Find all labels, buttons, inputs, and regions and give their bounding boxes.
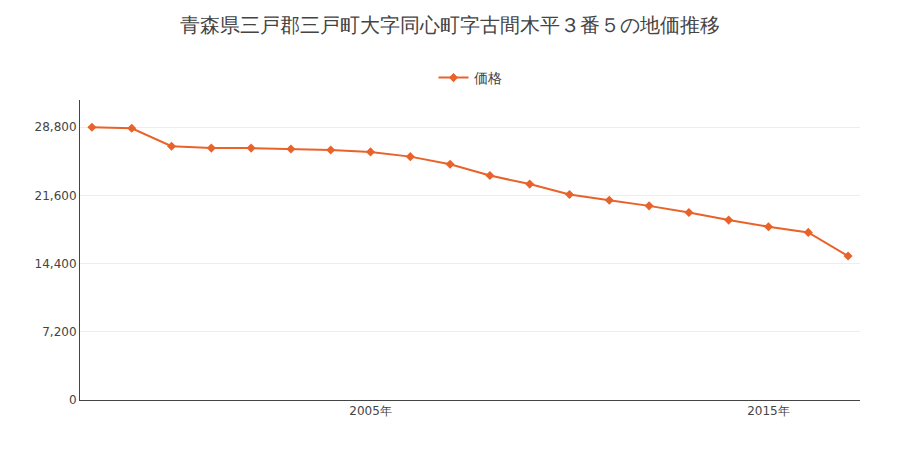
svg-text:2005年: 2005年 [349,404,392,418]
svg-text:28,800: 28,800 [35,120,77,134]
svg-text:14,400: 14,400 [35,257,77,271]
svg-text:0: 0 [69,393,77,407]
svg-text:7,200: 7,200 [42,325,76,339]
svg-text:青森県三戸郡三戸町大字同心町字古間木平３番５の地価推移: 青森県三戸郡三戸町大字同心町字古間木平３番５の地価推移 [180,13,720,37]
svg-text:2015年: 2015年 [747,404,790,418]
svg-text:価格: 価格 [474,70,502,86]
svg-text:21,600: 21,600 [35,189,77,203]
